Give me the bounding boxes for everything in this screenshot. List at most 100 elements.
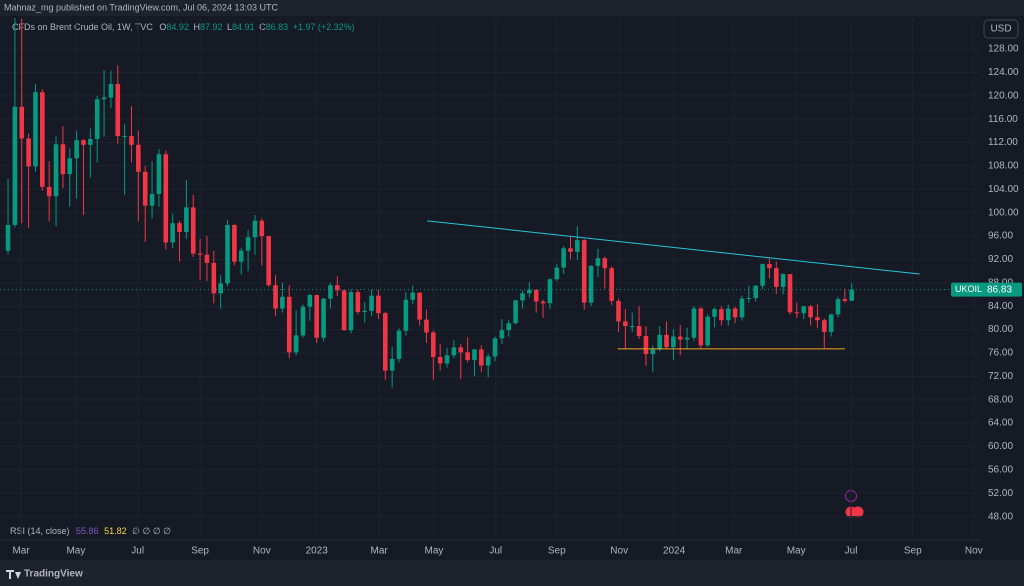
y-tick-label: 84.00 <box>988 301 1013 312</box>
candle-body <box>492 338 498 357</box>
candle-body <box>403 299 409 331</box>
candle-body <box>821 320 827 332</box>
candle-body <box>636 326 642 336</box>
x-tick-label: Sep <box>904 546 922 557</box>
candle-body <box>533 289 539 302</box>
candle-body <box>527 289 532 294</box>
y-tick-label: 128.00 <box>988 44 1019 55</box>
candle-body <box>732 308 738 318</box>
candle-body <box>595 258 601 266</box>
rsi-value: 55.86 <box>76 526 99 536</box>
x-tick-label: Jul <box>131 546 144 557</box>
candle-body <box>815 317 820 321</box>
currency-button[interactable] <box>983 19 1019 39</box>
candle-body <box>677 336 683 340</box>
candle-body <box>417 292 422 320</box>
y-tick-label: 48.00 <box>988 511 1013 522</box>
rsi-na: ∅ ∅ ∅ ∅ <box>132 526 171 536</box>
candle-body <box>424 319 429 333</box>
candle-body <box>46 186 52 197</box>
candle-body <box>479 349 484 366</box>
candle-body <box>197 253 203 255</box>
candle-body <box>712 309 717 317</box>
y-tick-label: 112.00 <box>988 137 1018 148</box>
candle-body <box>142 171 148 206</box>
candle-body <box>300 306 306 336</box>
candle-body <box>629 326 635 328</box>
currency[interactable]: USD <box>990 24 1011 35</box>
y-tick-label: 80.00 <box>988 324 1013 335</box>
candle-body <box>458 347 464 353</box>
legend: CFDs on Brent Crude Oil, 1W, TVC O84.92 … <box>12 22 355 32</box>
candle-body <box>252 220 258 238</box>
y-tick-label: 64.00 <box>988 418 1013 429</box>
candle-body <box>506 323 512 331</box>
candle-body <box>218 283 223 294</box>
candle-body <box>163 154 169 243</box>
candle-body <box>184 207 189 232</box>
x-tick-label: Nov <box>610 546 628 557</box>
candle-body <box>437 357 443 364</box>
candle-body <box>657 334 662 350</box>
trend-line <box>427 220 920 275</box>
event-icon[interactable] <box>852 506 864 518</box>
y-tick-label: 124.00 <box>988 67 1019 78</box>
candle-body <box>444 355 450 364</box>
x-tick-label: 2023 <box>306 546 329 557</box>
candle-body <box>808 306 813 318</box>
price-tag-symbol: UKOIL <box>955 284 982 294</box>
candle-body <box>74 140 79 159</box>
candle-body <box>369 295 374 311</box>
candle-body <box>547 279 553 304</box>
price-tag-value: 86.83 <box>987 284 1012 295</box>
x-tick-label: 2024 <box>663 546 686 557</box>
candle-body <box>780 274 786 287</box>
candle-body <box>561 248 566 268</box>
y-tick-label: 108.00 <box>988 161 1019 172</box>
candle-body <box>341 290 347 331</box>
candle-body <box>177 223 182 232</box>
candle-body <box>485 356 491 366</box>
candle-body <box>671 336 676 348</box>
x-tick-label: Mar <box>725 546 743 557</box>
candle-body <box>238 250 244 262</box>
candle-body <box>355 292 361 313</box>
candle-body <box>12 106 18 225</box>
candle-body <box>362 310 368 313</box>
x-tick-label: Mar <box>12 546 30 557</box>
candle-body <box>513 300 518 324</box>
candle-body <box>19 106 25 139</box>
bottom-bar <box>0 560 1024 586</box>
candle-body <box>149 193 155 206</box>
candle-body <box>334 285 340 291</box>
candle-body <box>101 97 107 100</box>
candle-body <box>451 347 457 356</box>
candle-body <box>266 236 271 286</box>
candle-body <box>650 349 656 355</box>
candle-body <box>81 140 86 145</box>
x-tick-label: Nov <box>253 546 271 557</box>
candle-body <box>190 207 196 254</box>
candle-body <box>307 295 313 307</box>
candle-body <box>581 240 587 303</box>
candle-body <box>602 258 608 269</box>
candle-body <box>94 99 100 140</box>
candle-body <box>129 136 134 145</box>
y-tick-label: 72.00 <box>988 371 1013 382</box>
close-value: 86.83 <box>266 22 289 32</box>
candle-body <box>53 144 59 197</box>
candle-body <box>849 289 855 301</box>
y-tick-label: 96.00 <box>988 231 1013 242</box>
y-tick-label: 92.00 <box>988 254 1013 265</box>
candle-body <box>122 136 127 138</box>
candle-body <box>232 224 237 262</box>
candle-body <box>170 223 175 243</box>
candle-body <box>773 268 779 287</box>
ohlc-label: O <box>159 22 166 32</box>
candle-body <box>691 308 697 338</box>
candle-body <box>684 337 690 340</box>
candle-body <box>26 138 31 167</box>
candle-body <box>554 267 560 280</box>
symbol-title: CFDs on Brent Crude Oil, 1W, TVC <box>12 22 153 32</box>
